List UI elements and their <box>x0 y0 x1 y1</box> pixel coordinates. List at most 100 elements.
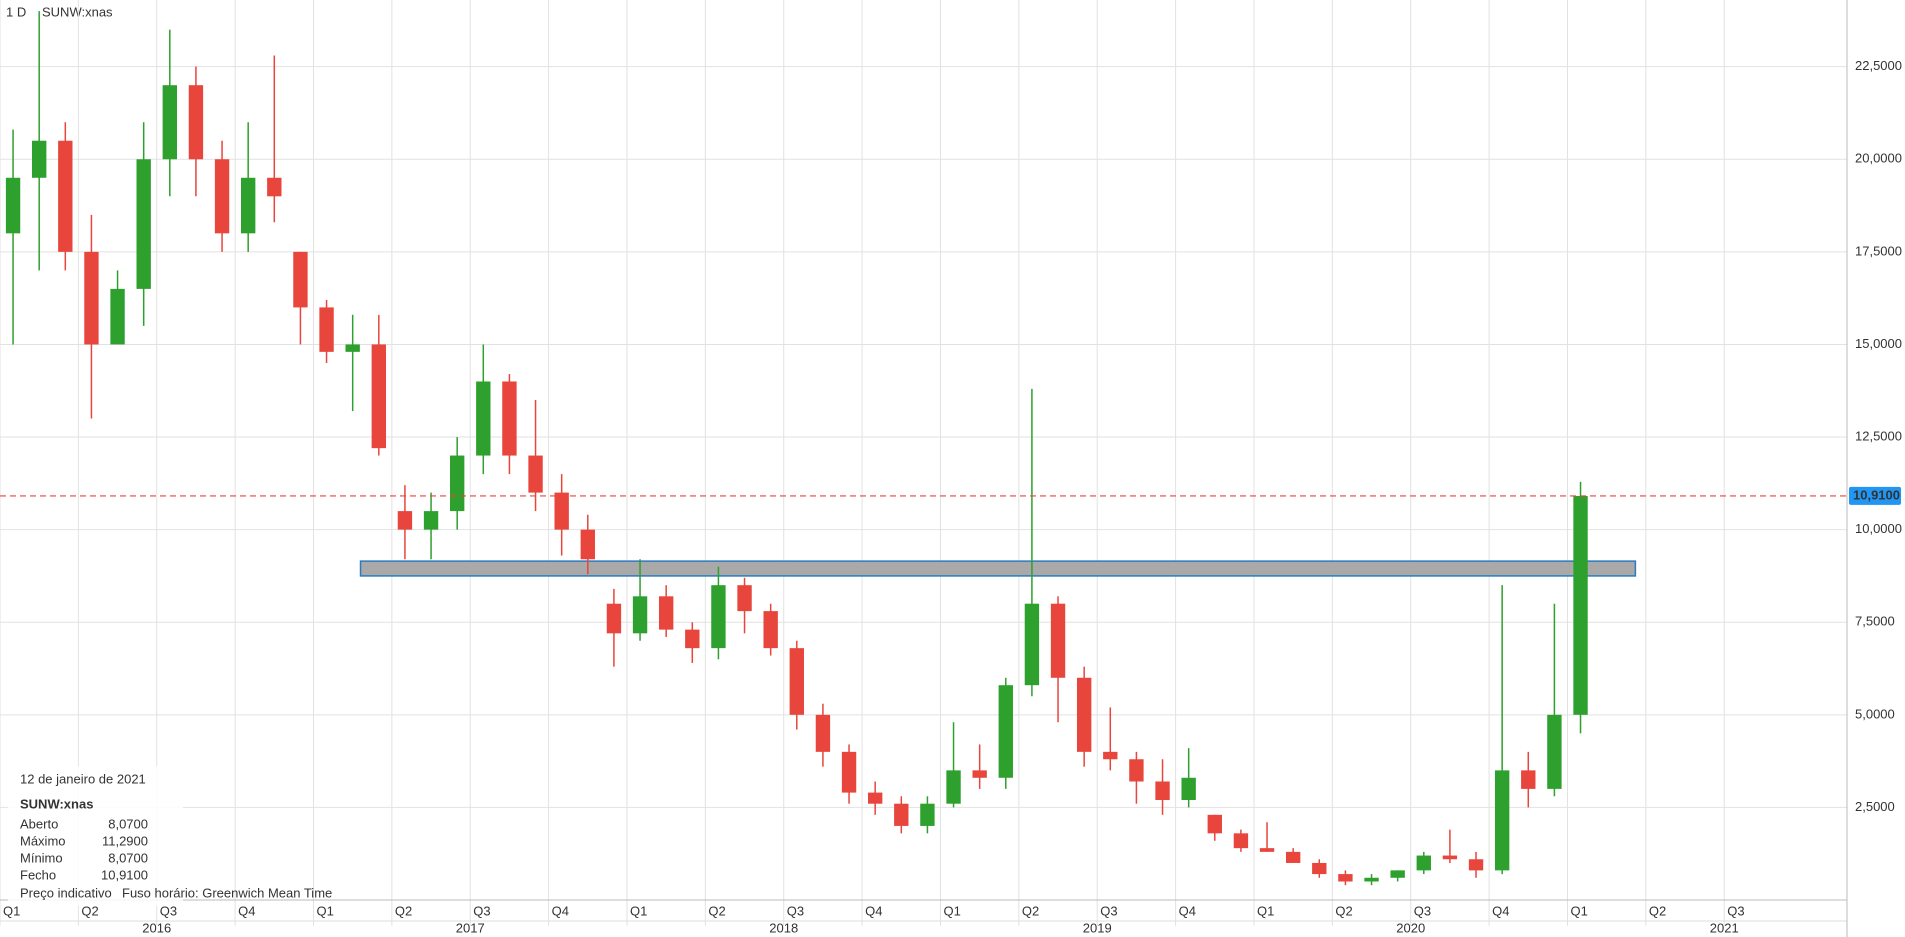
candle-body <box>162 85 177 160</box>
y-tick-label: 17,5000 <box>1855 243 1902 258</box>
candle-body <box>737 585 752 612</box>
candle-body <box>972 770 987 778</box>
x-tick-label: Q3 <box>1727 903 1744 918</box>
candle-body <box>1547 714 1562 789</box>
candle-body <box>1312 862 1327 875</box>
candle-body <box>580 529 595 560</box>
x-tick-label: Q2 <box>1649 903 1666 918</box>
candle-body <box>1103 751 1118 760</box>
candle-body <box>1285 851 1301 863</box>
candle-body <box>946 770 961 804</box>
candle-body <box>1129 759 1144 782</box>
candle-body <box>763 611 778 649</box>
x-tick-label: Q1 <box>943 903 960 918</box>
year-label: 2017 <box>456 920 485 935</box>
chart-title: SUNW:xnas <box>42 4 113 19</box>
candle-body <box>815 714 831 752</box>
x-tick-label: Q1 <box>3 903 20 918</box>
info-symbol: SUNW:xnas <box>20 796 93 811</box>
y-tick-label: 12,5000 <box>1855 428 1902 443</box>
y-tick-label: 7,5000 <box>1855 614 1895 629</box>
x-tick-label: Q1 <box>1257 903 1274 918</box>
candle-body <box>319 307 334 352</box>
price-label-box <box>1849 486 1901 505</box>
x-tick-label: Q4 <box>1179 903 1196 918</box>
candle-body <box>920 803 935 826</box>
candle-body <box>1207 814 1222 834</box>
candle-body <box>1494 770 1510 871</box>
x-tick-label: Q1 <box>630 903 647 918</box>
candle-body <box>84 251 99 345</box>
info-value: 8,0700 <box>108 850 148 865</box>
candle-body <box>1050 603 1066 678</box>
info-date: 12 de janeiro de 2021 <box>20 771 146 786</box>
candle-body <box>1259 848 1275 852</box>
x-tick-label: Q4 <box>1492 903 1509 918</box>
interval: 1 D <box>6 4 26 19</box>
price-label: 10,9100 <box>1853 487 1900 502</box>
candle-body <box>1364 877 1379 882</box>
candle-body <box>188 85 204 160</box>
info-value: 8,0700 <box>108 816 148 831</box>
candle-body <box>267 177 282 197</box>
y-tick-label: 10,0000 <box>1855 521 1902 536</box>
info-value: 10,9100 <box>101 867 148 882</box>
candle-body <box>998 685 1013 778</box>
candle-body <box>32 140 47 178</box>
candle-body <box>528 455 543 493</box>
candle-body <box>1076 677 1092 752</box>
candle-body <box>554 492 569 530</box>
candle-body <box>867 792 883 804</box>
candle-body <box>136 159 151 289</box>
x-tick-label: Q1 <box>316 903 333 918</box>
candle-body <box>110 288 125 345</box>
y-tick-label: 20,0000 <box>1855 151 1902 166</box>
candle-body <box>1521 770 1536 789</box>
candle-body <box>502 381 517 456</box>
candle-body <box>423 511 439 530</box>
candle-body <box>606 603 622 634</box>
candle-body <box>1468 859 1484 871</box>
candle-body <box>894 803 909 826</box>
candle-body <box>293 251 308 308</box>
candle-body <box>397 511 413 530</box>
candle-body <box>240 177 256 234</box>
candle-body <box>789 648 804 715</box>
candle-body <box>1573 495 1588 715</box>
candle-body <box>1390 870 1405 878</box>
candle-body <box>1442 855 1458 860</box>
y-tick-label: 5,0000 <box>1855 706 1895 721</box>
year-label: 2020 <box>1396 920 1425 935</box>
y-tick-label: 15,0000 <box>1855 336 1902 351</box>
info-label: Aberto <box>20 816 58 831</box>
year-label: 2021 <box>1710 920 1739 935</box>
candle-body <box>1233 833 1249 849</box>
candle-body <box>1155 781 1170 800</box>
candle-body <box>58 140 73 252</box>
x-tick-label: Q4 <box>238 903 255 918</box>
candle-body <box>685 629 700 649</box>
x-tick-label: Q2 <box>1335 903 1352 918</box>
x-tick-label: Q3 <box>1414 903 1431 918</box>
info-note: Preço indicativo <box>20 885 112 900</box>
candle-body <box>1024 603 1040 686</box>
candle-body <box>449 455 465 512</box>
x-tick-label: Q2 <box>395 903 412 918</box>
x-tick-label: Q2 <box>1022 903 1039 918</box>
candle-body <box>658 596 674 630</box>
x-tick-label: Q3 <box>1100 903 1117 918</box>
x-tick-label: Q3 <box>473 903 490 918</box>
candle-body <box>1338 874 1353 882</box>
candle-body <box>345 344 360 352</box>
candle-body <box>476 381 491 456</box>
info-label: Mínimo <box>20 850 63 865</box>
y-tick-label: 2,5000 <box>1855 799 1895 814</box>
candle-body <box>214 159 230 234</box>
info-timezone: Fuso horário: Greenwich Mean Time <box>122 885 332 900</box>
candle-body <box>711 585 726 649</box>
info-label: Fecho <box>20 867 56 882</box>
candle-body <box>5 177 21 234</box>
candle-body <box>632 596 648 634</box>
candle-body <box>841 751 857 793</box>
